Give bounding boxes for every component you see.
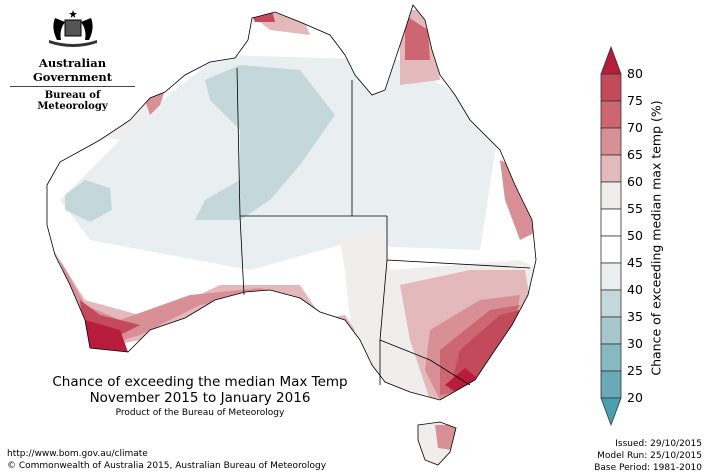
colorbar-band bbox=[600, 343, 622, 372]
colorbar-band bbox=[600, 316, 622, 345]
colorbar-tick-label: 70 bbox=[627, 120, 643, 135]
colorbar-band bbox=[600, 127, 622, 156]
colorbar-tick-label: 25 bbox=[627, 363, 643, 378]
title-line2: November 2015 to January 2016 bbox=[89, 390, 311, 406]
colorbar-tick-label: 65 bbox=[627, 147, 643, 162]
colorbar-tick-label: 35 bbox=[627, 309, 643, 324]
colorbar-band bbox=[600, 154, 622, 183]
colorbar-tick-label: 55 bbox=[627, 201, 643, 216]
logo-line2: Bureau of Meteorology bbox=[37, 90, 108, 112]
issue-info: Issued: 29/10/2015 Model Run: 25/10/2015… bbox=[594, 438, 702, 474]
model-run-date: Model Run: 25/10/2015 bbox=[597, 451, 702, 461]
colorbar-band bbox=[600, 289, 622, 318]
bom-logo: Australian Government Bureau of Meteorol… bbox=[10, 8, 135, 112]
colorbar-band bbox=[600, 235, 622, 264]
logo-line1: Australian Government bbox=[10, 56, 135, 87]
colorbar-band bbox=[600, 262, 622, 291]
colorbar-over-arrow bbox=[600, 45, 622, 75]
colorbar-band bbox=[600, 181, 622, 210]
colorbar-band bbox=[600, 100, 622, 129]
colorbar-tick-label: 50 bbox=[627, 228, 643, 243]
colorbar-band bbox=[600, 370, 622, 399]
issued-date: Issued: 29/10/2015 bbox=[615, 439, 702, 449]
colorbar-label: Chance of exceeding median max temp (%) bbox=[648, 100, 664, 376]
colorbar-tick-label: 80 bbox=[627, 66, 643, 81]
australia-map bbox=[46, 4, 537, 466]
colorbar-under-arrow bbox=[600, 397, 622, 427]
colorbar-tick-label: 20 bbox=[627, 390, 643, 405]
colorbar-tick-label: 30 bbox=[627, 336, 643, 351]
copyright: © Commonwealth of Australia 2015, Austra… bbox=[7, 461, 327, 471]
coat-of-arms-icon bbox=[48, 10, 97, 47]
map-title: Chance of exceeding the median Max Temp … bbox=[30, 374, 370, 406]
base-period: Base Period: 1981-2010 bbox=[594, 463, 702, 473]
climate-url[interactable]: http://www.bom.gov.au/climate bbox=[7, 449, 148, 459]
colorbar-band bbox=[600, 208, 622, 237]
colorbar-band bbox=[600, 73, 622, 102]
state-borders bbox=[236, 67, 531, 386]
colorbar-tick-label: 45 bbox=[627, 255, 643, 270]
title-line1: Chance of exceeding the median Max Temp bbox=[52, 374, 348, 390]
tasmania-outline bbox=[417, 421, 457, 466]
product-credit: Product of the Bureau of Meteorology bbox=[115, 408, 285, 418]
colorbar bbox=[600, 45, 622, 427]
colorbar-tick-label: 75 bbox=[627, 93, 643, 108]
colorbar-tick-label: 40 bbox=[627, 282, 643, 297]
colorbar-tick-label: 60 bbox=[627, 174, 643, 189]
